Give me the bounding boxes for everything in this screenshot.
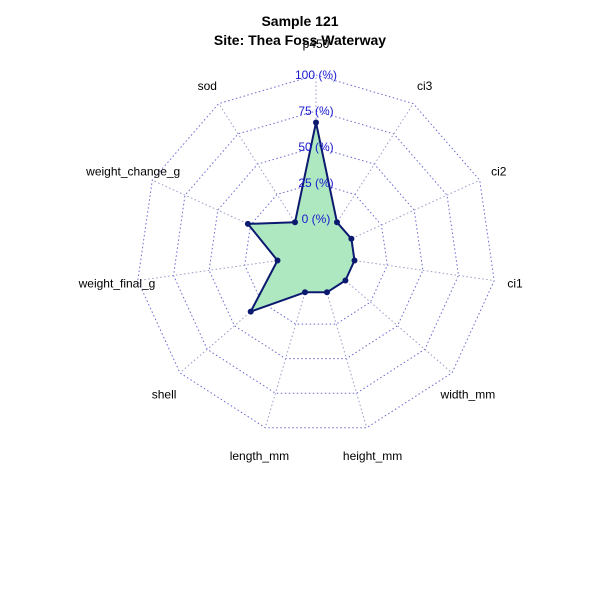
tick-label: 0 (%) xyxy=(302,212,331,226)
data-point-p450 xyxy=(313,119,319,126)
data-point-weight_change_g xyxy=(244,220,251,227)
chart-subtitle: Site: Thea Foss Waterway xyxy=(214,32,386,48)
grid-ring-3 xyxy=(172,110,460,394)
data-point-ci2 xyxy=(348,235,355,242)
tick-label: 50 (%) xyxy=(298,140,333,154)
axis-label-p450: p450 xyxy=(303,37,330,51)
axis-label-shell: shell xyxy=(152,388,177,402)
data-point-height_mm xyxy=(324,289,330,296)
data-point-sod xyxy=(292,219,298,226)
spoke-ci1 xyxy=(351,259,495,282)
radar-axis-labels: p450 ci3 ci2 ci1 width_mm height_mm length_mm s… xyxy=(78,37,523,463)
axis-label-weight_change_g: weight_change_g xyxy=(85,165,180,179)
axis-label-length_mm: length_mm xyxy=(230,449,289,463)
tick-label: 100 (%) xyxy=(295,68,337,82)
axis-label-ci1: ci1 xyxy=(507,277,523,291)
axis-label-sod: sod xyxy=(198,79,217,93)
axis-label-height_mm: height_mm xyxy=(343,449,402,463)
axis-label-weight_final_g: weight_final_g xyxy=(78,277,156,291)
axis-label-width_mm: width_mm xyxy=(440,388,496,402)
data-point-length_mm xyxy=(302,289,308,296)
series-area xyxy=(246,121,356,313)
spoke-height_mm xyxy=(325,289,368,428)
spoke-width_mm xyxy=(342,278,453,374)
axis-label-ci2: ci2 xyxy=(491,165,507,179)
data-point-ci3 xyxy=(334,219,340,226)
radar-tick-labels: 0 (%) 25 (%) 50 (%) 75 (%) 100 (%) xyxy=(295,68,337,226)
axis-label-ci3: ci3 xyxy=(417,79,433,93)
tick-label: 75 (%) xyxy=(298,104,333,118)
spoke-length_mm xyxy=(264,289,307,428)
radar-series xyxy=(244,119,358,315)
data-point-weight_final_g xyxy=(274,257,281,264)
spoke-ci2 xyxy=(348,179,480,241)
data-point-width_mm xyxy=(342,277,349,284)
spoke-weight_final_g xyxy=(137,259,281,282)
data-point-shell xyxy=(247,308,254,315)
spoke-ci3 xyxy=(335,103,414,225)
tick-label: 25 (%) xyxy=(298,176,333,190)
chart-title: Sample 121 xyxy=(261,13,338,29)
data-point-ci1 xyxy=(351,257,358,264)
